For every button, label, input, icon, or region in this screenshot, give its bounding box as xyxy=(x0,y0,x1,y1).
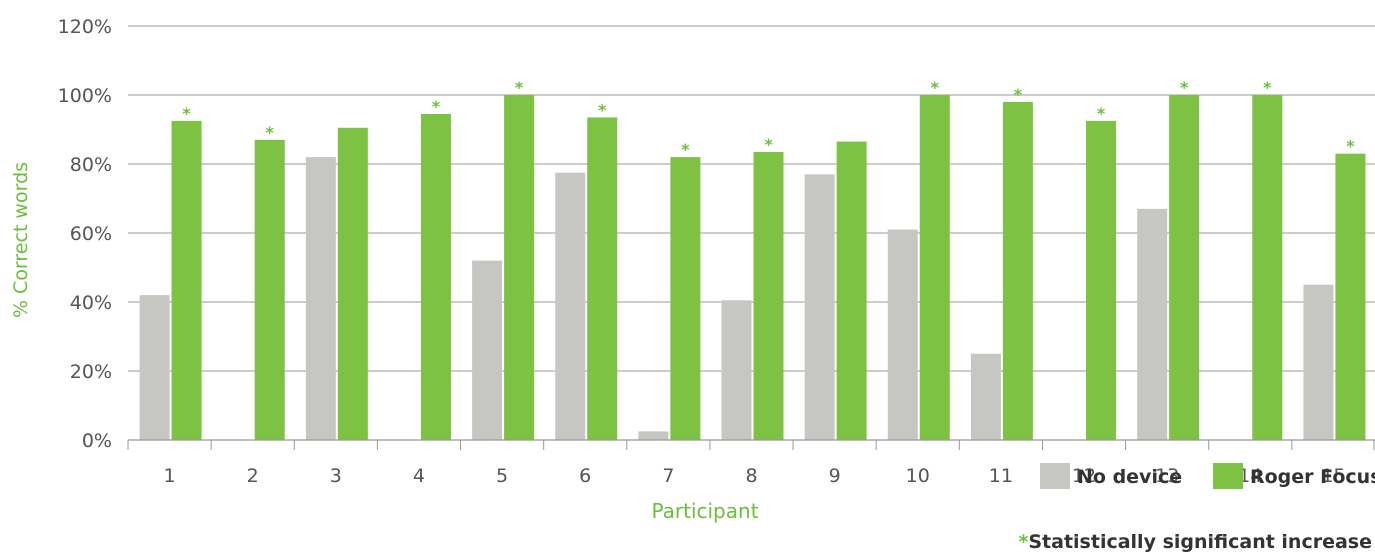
y-axis-ticks: 0% 20% 40% 60% 80% 100% 120% xyxy=(58,16,112,452)
significance-star: * xyxy=(432,97,441,116)
x-tick-label: 8 xyxy=(745,465,757,487)
y-tick-label: 60% xyxy=(70,223,112,245)
y-tick-label: 40% xyxy=(70,292,112,314)
bar-roger-focus xyxy=(670,157,701,440)
bar-roger-focus xyxy=(337,127,368,441)
x-tick-label: 7 xyxy=(662,465,674,487)
bar-no-device xyxy=(804,174,835,440)
bar-no-device xyxy=(638,431,669,440)
x-tick-label: 12 xyxy=(1072,465,1096,487)
y-tick-label: 0% xyxy=(82,430,112,452)
bar-roger-focus xyxy=(1169,95,1200,440)
x-tick-label: 13 xyxy=(1155,465,1179,487)
x-tick-label: 1 xyxy=(164,465,176,487)
bar-no-device xyxy=(1137,208,1168,440)
x-tick-label: 2 xyxy=(247,465,259,487)
bar-roger-focus xyxy=(753,151,784,441)
significance-star: * xyxy=(1097,104,1106,123)
bar-roger-focus xyxy=(1086,120,1117,440)
bar-no-device xyxy=(887,229,918,440)
bar-no-device xyxy=(472,260,503,440)
bar-no-device xyxy=(555,172,586,440)
x-tick-label: 4 xyxy=(413,465,425,487)
bar-roger-focus xyxy=(1002,101,1033,441)
legend-label-roger-focus: Roger Focus xyxy=(1250,466,1375,488)
x-tick-label: 5 xyxy=(496,465,508,487)
bar-no-device xyxy=(970,353,1001,440)
x-axis-label: Participant xyxy=(651,499,758,523)
bar-no-device xyxy=(305,157,336,440)
significance-star: * xyxy=(515,78,524,97)
bar-roger-focus xyxy=(171,120,202,440)
bar-roger-focus xyxy=(1335,153,1366,440)
significance-star: * xyxy=(1263,78,1272,97)
x-tick-label: 9 xyxy=(829,465,841,487)
bar-no-device xyxy=(1303,284,1334,440)
legend-swatch-no-device xyxy=(1040,463,1070,489)
x-tick-label: 6 xyxy=(579,465,591,487)
y-tick-label: 20% xyxy=(70,361,112,383)
y-axis-label: % Correct words xyxy=(10,162,32,318)
x-axis-ticks: 1 2 3 4 5 6 7 8 9 10 11 12 13 14 15 xyxy=(127,440,1375,487)
y-tick-label: 120% xyxy=(58,16,112,38)
significance-markers: * * * * * * * * * * * * * xyxy=(182,78,1355,159)
legend-swatch-roger-focus xyxy=(1213,463,1243,489)
y-tick-label: 80% xyxy=(70,154,112,176)
bar-roger-focus xyxy=(587,117,618,441)
significance-star: * xyxy=(182,104,191,123)
y-tick-label: 100% xyxy=(58,85,112,107)
bar-roger-focus xyxy=(254,139,285,440)
legend: No device Roger Focus xyxy=(1040,463,1375,489)
bar-no-device xyxy=(721,300,752,440)
significance-star: * xyxy=(598,100,607,119)
significance-star: * xyxy=(1346,137,1355,156)
bars xyxy=(139,95,1366,441)
significance-star: * xyxy=(681,140,690,159)
x-tick-label: 10 xyxy=(906,465,930,487)
x-tick-label: 11 xyxy=(989,465,1013,487)
significance-star: * xyxy=(1014,85,1023,104)
legend-label-no-device: No device xyxy=(1077,466,1182,488)
bar-roger-focus xyxy=(919,95,950,440)
x-tick-label: 3 xyxy=(330,465,342,487)
x-tick-label: 14 xyxy=(1238,465,1262,487)
bar-roger-focus xyxy=(420,113,451,440)
bar-roger-focus xyxy=(1252,95,1283,440)
bar-no-device xyxy=(139,295,170,440)
significance-star: * xyxy=(764,135,773,154)
significance-footnote: *Statistically significant increase xyxy=(1018,531,1372,553)
x-tick-label: 15 xyxy=(1321,465,1345,487)
significance-star: * xyxy=(266,123,275,142)
bar-roger-focus xyxy=(504,95,535,440)
significance-star: * xyxy=(1180,78,1189,97)
significance-star: * xyxy=(931,78,940,97)
bar-roger-focus xyxy=(836,141,867,440)
